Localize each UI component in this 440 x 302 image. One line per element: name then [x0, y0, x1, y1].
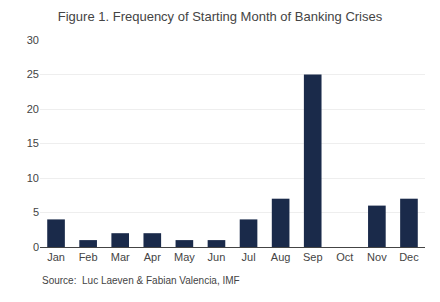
svg-text:Jan: Jan — [47, 251, 65, 263]
svg-text:Feb: Feb — [79, 251, 98, 263]
svg-text:Sep: Sep — [303, 251, 323, 263]
svg-text:Nov: Nov — [367, 251, 387, 263]
svg-text:5: 5 — [33, 206, 39, 218]
svg-text:Source: Luc Laeven & Fabian V: Source: Luc Laeven & Fabian Valencia, IM… — [42, 275, 240, 286]
svg-text:25: 25 — [27, 68, 39, 80]
svg-text:Jun: Jun — [208, 251, 226, 263]
svg-text:10: 10 — [27, 172, 39, 184]
svg-text:Aug: Aug — [271, 251, 291, 263]
svg-text:Mar: Mar — [111, 251, 130, 263]
svg-text:May: May — [174, 251, 195, 263]
svg-text:20: 20 — [27, 103, 39, 115]
svg-text:Figure 1. Frequency of Startin: Figure 1. Frequency of Starting Month of… — [58, 9, 383, 24]
svg-text:Jul: Jul — [242, 251, 256, 263]
svg-text:30: 30 — [27, 34, 39, 46]
svg-text:Apr: Apr — [144, 251, 161, 263]
svg-text:15: 15 — [27, 137, 39, 149]
svg-text:Oct: Oct — [336, 251, 353, 263]
svg-text:0: 0 — [33, 241, 39, 253]
svg-text:Dec: Dec — [399, 251, 419, 263]
